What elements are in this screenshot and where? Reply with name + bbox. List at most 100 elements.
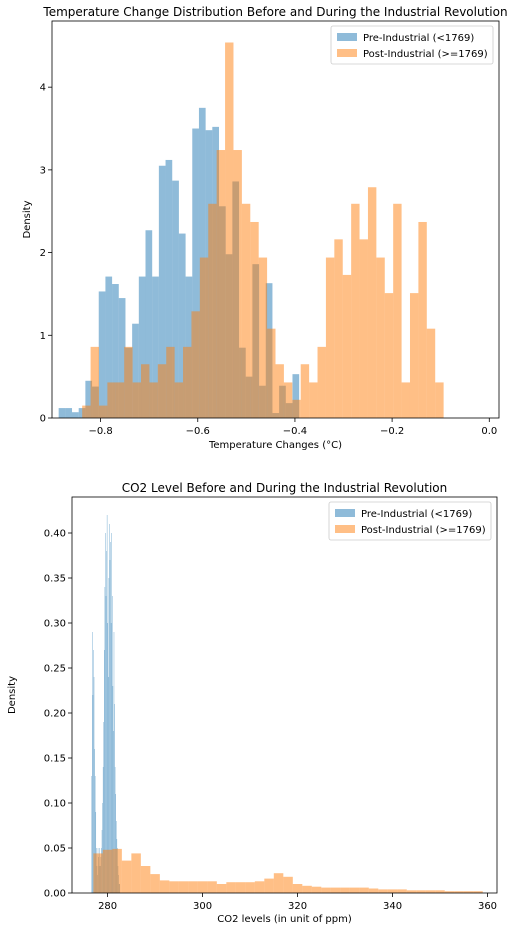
bar-series2 <box>416 890 425 893</box>
bar-series1 <box>106 551 107 893</box>
bar-series2 <box>236 882 245 893</box>
bar-series2 <box>368 187 376 418</box>
bar-series2 <box>183 347 191 418</box>
bar-series1 <box>92 632 93 893</box>
bar-series2 <box>116 382 124 418</box>
x-tick-label: 300 <box>193 901 212 912</box>
bar-series1 <box>111 533 112 893</box>
x-tick-label: 280 <box>98 901 117 912</box>
bar-series2 <box>359 888 368 893</box>
bar-series2 <box>301 364 309 418</box>
bar-series2 <box>407 890 416 893</box>
chart-1: −0.8 −0.6 −0.4 −0.2 0.0 0 1 2 3 4 Temperature Chan… <box>22 5 508 451</box>
y-tick-label: 0.25 <box>44 664 66 675</box>
y-tick-label: 0.20 <box>44 709 66 720</box>
x-tick-label: −0.4 <box>283 426 307 437</box>
bar-series2 <box>418 222 426 418</box>
bar-series1 <box>105 533 106 893</box>
y-tick-label: 0.30 <box>44 619 66 630</box>
bar-series2 <box>340 888 349 893</box>
y-tick-label: 4 <box>40 83 46 94</box>
bar-series2 <box>331 888 340 893</box>
bar-series1 <box>105 587 106 893</box>
bar-series2 <box>131 853 140 893</box>
legend-swatch <box>335 525 355 533</box>
bar-series2 <box>233 150 241 418</box>
bar-series2 <box>112 849 121 893</box>
bar-series2 <box>225 43 233 418</box>
y-tick-label: 0.15 <box>44 754 66 765</box>
legend-label: Post-Industrial (>=1769) <box>363 49 488 60</box>
bar-series2 <box>255 881 264 893</box>
bar-series2 <box>326 258 334 418</box>
legend-label: Pre-Industrial (<1769) <box>361 509 472 520</box>
x-tick-label: 320 <box>288 901 307 912</box>
legend: Pre-Industrial (<1769) Post-Industrial (>… <box>329 502 491 540</box>
bar-series1 <box>99 291 106 418</box>
bar-series2 <box>208 204 216 418</box>
bar-series2 <box>312 887 321 893</box>
bar-series2 <box>103 850 112 893</box>
x-tick-label: 360 <box>478 901 497 912</box>
bar-series2 <box>124 347 132 418</box>
bar-series1 <box>59 408 66 418</box>
bar-series2 <box>376 258 384 418</box>
legend-label: Post-Industrial (>=1769) <box>361 525 486 536</box>
legend: Pre-Industrial (<1769) Post-Industrial (>… <box>331 26 493 64</box>
chart-title: Temperature Change Distribution Before a… <box>42 5 507 19</box>
bar-series1 <box>109 524 110 893</box>
bar-series2 <box>397 889 406 893</box>
bar-series2 <box>274 873 283 893</box>
x-tick-label: 340 <box>383 901 402 912</box>
bar-series2 <box>122 861 131 893</box>
bar-series2 <box>360 239 368 418</box>
bar-series2 <box>175 382 183 418</box>
bar-series2 <box>149 382 157 418</box>
bar-series2 <box>93 853 102 893</box>
y-tick-label: 1 <box>40 331 46 342</box>
bar-series2 <box>259 258 267 418</box>
bar-series1 <box>91 776 92 893</box>
x-tick-label: −0.2 <box>380 426 404 437</box>
bar-series2 <box>283 877 292 893</box>
legend-swatch <box>335 509 355 517</box>
bar-series2 <box>107 382 115 418</box>
bar-series2 <box>302 886 311 893</box>
bar-series2 <box>91 347 99 418</box>
bar-series2 <box>217 150 225 418</box>
bar-series2 <box>410 293 418 418</box>
bar-series1 <box>93 695 94 893</box>
bar-series2 <box>200 258 208 418</box>
bar-series2 <box>276 364 284 418</box>
bar-series1 <box>107 515 108 893</box>
bar-series2 <box>179 881 188 893</box>
y-tick-label: 2 <box>40 248 46 259</box>
bar-series2 <box>264 879 273 893</box>
bar-series1 <box>110 542 111 893</box>
bar-series2 <box>378 889 387 893</box>
y-tick-label: 0.40 <box>44 529 66 540</box>
bar-series2 <box>82 406 90 418</box>
bar-series2 <box>293 884 302 893</box>
y-tick-label: 0.05 <box>44 844 66 855</box>
chart-2: 280 300 320 340 3600.000.050.100.150.200.250… <box>7 481 497 925</box>
bar-series2 <box>351 204 359 418</box>
bar-series2 <box>250 222 258 418</box>
bar-series2 <box>334 239 342 418</box>
x-axis-label: Temperature Changes (°C) <box>208 440 342 451</box>
bar-series2 <box>158 364 166 418</box>
y-axis-label: Density <box>22 200 33 238</box>
bar-series2 <box>369 889 378 894</box>
legend-swatch <box>337 33 357 41</box>
bar-series2 <box>267 329 275 418</box>
bar-series2 <box>435 890 444 893</box>
y-tick-label: 0.10 <box>44 799 66 810</box>
bar-series2 <box>207 881 216 893</box>
bar-series1 <box>106 596 107 893</box>
bar-series2 <box>309 382 317 418</box>
y-tick-label: 0.35 <box>44 574 66 585</box>
bar-series2 <box>169 881 178 893</box>
bar-series1 <box>112 596 113 893</box>
x-tick-label: −0.6 <box>186 426 210 437</box>
